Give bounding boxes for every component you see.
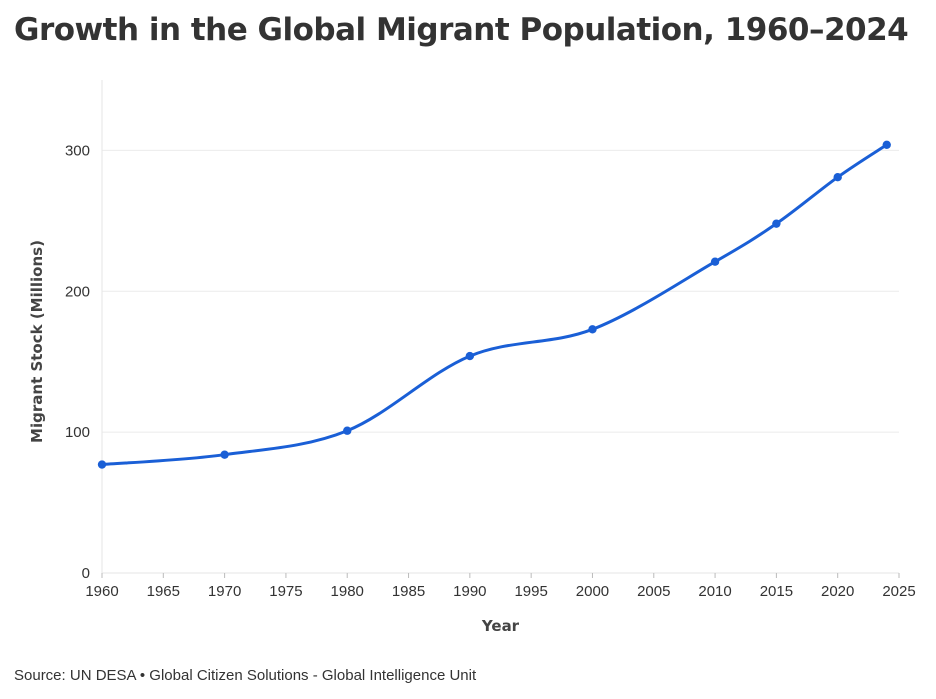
y-axis-title: Migrant Stock (Millions) <box>28 240 46 443</box>
data-point-2024 <box>882 140 891 149</box>
x-tick-label-1975: 1975 <box>269 583 302 600</box>
x-tick-label-2000: 2000 <box>576 583 609 600</box>
data-point-1990 <box>465 351 475 361</box>
source-note: Source: UN DESA • Global Citizen Solutio… <box>14 667 477 684</box>
x-axis-ticks: 1960 1965 1970 1975 1980 1985 1990 1995 2000 2005… <box>85 573 916 600</box>
x-tick-label-2025: 2025 <box>882 583 915 600</box>
data-point-2000 <box>588 325 597 334</box>
data-point-2010 <box>710 257 720 266</box>
x-tick-label-2010: 2010 <box>698 583 731 600</box>
y-tick-label-100: 100 <box>65 424 90 441</box>
y-tick-label-200: 200 <box>65 283 90 300</box>
x-tick-label-1965: 1965 <box>147 583 180 600</box>
data-points <box>97 140 891 469</box>
series-line <box>100 143 889 467</box>
data-point-1970 <box>220 450 229 459</box>
x-axis-title: Year <box>481 617 520 635</box>
gridlines <box>102 149 899 433</box>
x-tick-label-1995: 1995 <box>514 583 547 600</box>
x-tick-label-1985: 1985 <box>392 583 425 600</box>
data-point-2020 <box>833 172 842 182</box>
x-tick-label-2020: 2020 <box>821 583 854 600</box>
x-tick-label-2015: 2015 <box>760 583 793 600</box>
x-tick-label-1980: 1980 <box>331 583 364 600</box>
x-tick-label-1970: 1970 <box>208 583 241 600</box>
x-tick-label-1960: 1960 <box>85 583 118 600</box>
x-tick-label-2005: 2005 <box>637 583 670 600</box>
data-point-2015 <box>772 219 781 228</box>
x-tick-label-1990: 1990 <box>453 583 486 600</box>
data-point-1960 <box>97 460 107 469</box>
y-tick-label-0: 0 <box>82 565 90 582</box>
chart-title: Growth in the Global Migrant Population,… <box>14 12 909 48</box>
y-axis-ticks: 0 100 200 300 <box>65 142 90 582</box>
y-tick-label-300: 300 <box>65 142 90 159</box>
data-point-1980 <box>343 426 352 435</box>
